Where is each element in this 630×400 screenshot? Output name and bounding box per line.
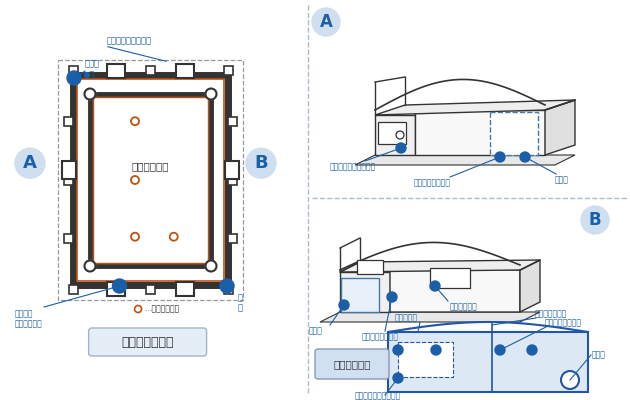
Circle shape — [430, 281, 440, 291]
Circle shape — [67, 71, 81, 85]
Text: 空調機用
エアダクト孔: 空調機用 エアダクト孔 — [15, 309, 43, 328]
Polygon shape — [340, 260, 540, 272]
Bar — [398, 342, 453, 377]
Polygon shape — [340, 272, 390, 312]
Circle shape — [113, 279, 127, 293]
Circle shape — [84, 260, 96, 272]
Bar — [146, 66, 155, 75]
Circle shape — [393, 345, 403, 355]
Bar — [224, 285, 232, 294]
Bar — [62, 160, 76, 178]
Circle shape — [431, 345, 441, 355]
Text: 間仕切り出入口: 間仕切り出入口 — [535, 309, 568, 318]
Bar — [64, 117, 73, 126]
Circle shape — [205, 88, 217, 100]
Polygon shape — [390, 268, 520, 312]
Bar — [176, 282, 193, 296]
Text: 開口用ファスナー: 開口用ファスナー — [545, 318, 582, 327]
Bar — [378, 122, 406, 144]
Bar — [228, 117, 237, 126]
Text: 開口用ファスナー: 開口用ファスナー — [362, 332, 399, 341]
Text: 透明シート: 透明シート — [395, 313, 418, 322]
Bar — [146, 285, 155, 294]
Bar — [388, 332, 588, 392]
Text: B: B — [254, 154, 268, 172]
Circle shape — [520, 152, 530, 162]
Circle shape — [131, 176, 139, 184]
Circle shape — [339, 300, 349, 310]
Bar — [228, 234, 237, 243]
Polygon shape — [545, 100, 575, 155]
Circle shape — [396, 143, 406, 153]
Text: ウォーターウェイト: ウォーターウェイト — [107, 36, 152, 45]
FancyBboxPatch shape — [315, 349, 389, 379]
Bar — [357, 260, 383, 274]
Text: ●吸: ●吸 — [83, 70, 95, 79]
Bar — [107, 282, 125, 296]
Bar — [176, 64, 193, 78]
Circle shape — [15, 148, 45, 178]
Text: 開口用ファスナー: 開口用ファスナー — [413, 178, 450, 187]
Circle shape — [84, 88, 96, 100]
Polygon shape — [355, 155, 575, 165]
Bar — [69, 66, 77, 75]
Circle shape — [205, 260, 217, 272]
Text: …吊下げパーツ: …吊下げパーツ — [144, 304, 180, 314]
Circle shape — [581, 206, 609, 234]
Text: B: B — [588, 211, 601, 229]
Text: 内部間仕切り: 内部間仕切り — [333, 359, 370, 369]
Polygon shape — [375, 100, 575, 115]
Bar — [77, 79, 224, 281]
Bar — [490, 112, 538, 155]
Text: ダクト: ダクト — [592, 350, 606, 360]
Circle shape — [220, 279, 234, 293]
Circle shape — [246, 148, 276, 178]
Bar — [64, 234, 73, 243]
Text: A: A — [23, 154, 37, 172]
Text: A: A — [319, 13, 333, 31]
Bar — [58, 60, 243, 300]
Text: 内部間仕切り: 内部間仕切り — [132, 161, 169, 171]
Polygon shape — [415, 110, 545, 155]
Text: 採光・換気窓: 採光・換気窓 — [450, 302, 478, 311]
Polygon shape — [520, 260, 540, 312]
Circle shape — [495, 345, 505, 355]
Circle shape — [387, 292, 397, 302]
Bar — [228, 176, 237, 184]
Polygon shape — [320, 312, 540, 322]
Circle shape — [527, 345, 537, 355]
Circle shape — [495, 152, 505, 162]
Circle shape — [131, 233, 139, 241]
Circle shape — [396, 131, 404, 139]
Bar — [93, 97, 208, 263]
Text: 圧力弁: 圧力弁 — [85, 59, 100, 68]
Text: 出入口: 出入口 — [555, 175, 569, 184]
Circle shape — [135, 306, 142, 312]
Circle shape — [393, 373, 403, 383]
Bar — [107, 64, 125, 78]
Text: 排
吸: 排 吸 — [238, 293, 243, 312]
Text: 取り外し用ファスナー: 取り外し用ファスナー — [355, 392, 401, 400]
Bar — [73, 75, 228, 285]
Circle shape — [561, 371, 579, 389]
Bar — [69, 285, 77, 294]
Text: 出入口: 出入口 — [309, 326, 323, 335]
FancyBboxPatch shape — [89, 328, 207, 356]
Bar — [224, 66, 232, 75]
Circle shape — [131, 117, 139, 125]
Circle shape — [312, 8, 340, 36]
Bar — [64, 176, 73, 184]
Circle shape — [169, 233, 178, 241]
Bar — [430, 268, 470, 288]
Text: 空調機用エアダクト孔: 空調機用エアダクト孔 — [330, 162, 376, 171]
Polygon shape — [375, 115, 415, 155]
Bar — [90, 94, 211, 266]
Text: 設備レイアウト: 設備レイアウト — [122, 336, 174, 348]
Bar — [341, 278, 379, 312]
Bar — [225, 160, 239, 178]
